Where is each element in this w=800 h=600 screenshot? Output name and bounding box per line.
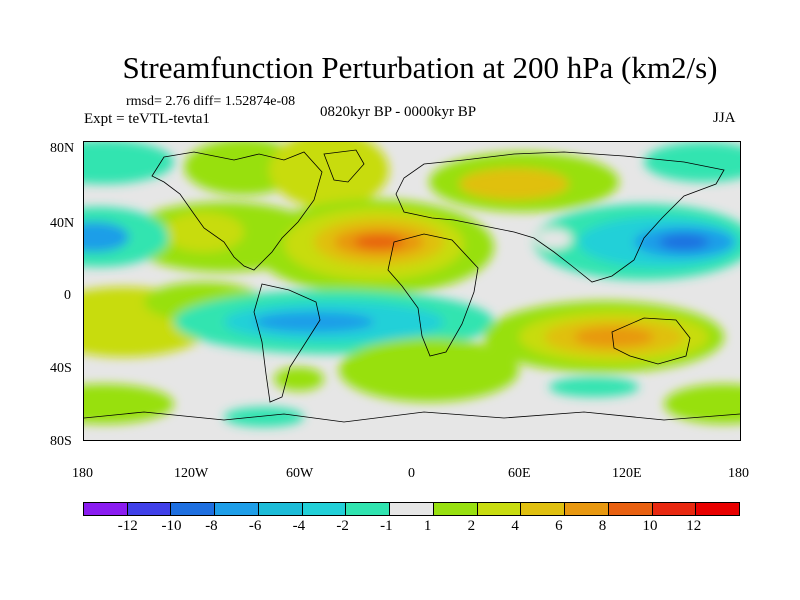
- contour-region: [274, 367, 324, 391]
- colorbar-box: [83, 502, 128, 516]
- colorbar-tick-label: 6: [555, 518, 563, 534]
- contour-region: [269, 142, 389, 208]
- colorbar-tick-label: 4: [511, 518, 519, 534]
- contour-region: [84, 384, 174, 424]
- colorbar-tick-label: 10: [642, 518, 658, 534]
- contour-field: [84, 142, 740, 427]
- contour-region: [84, 222, 129, 252]
- lat-label: 80S: [50, 434, 72, 449]
- colorbar-box: [564, 502, 609, 516]
- colorbar-tick-label: -4: [292, 518, 306, 534]
- colorbar-box: [301, 502, 347, 516]
- contour-region: [339, 338, 519, 402]
- plot-title: Streamfunction Perturbation at 200 hPa (…: [122, 50, 718, 85]
- colorbar-box: [389, 502, 434, 516]
- coastline-greenland: [323, 149, 365, 183]
- coastline-africa: [387, 233, 479, 357]
- contour-region: [164, 212, 244, 252]
- coastline-north-america: [151, 151, 323, 271]
- colorbar-tick-label: -6: [248, 518, 262, 534]
- colorbar-box: [170, 502, 216, 516]
- colorbar-box: [476, 502, 522, 516]
- coastlines: [84, 149, 740, 423]
- contour-region: [659, 234, 709, 250]
- lon-label: 120W: [174, 466, 209, 481]
- map-panel: [83, 141, 741, 441]
- contour-region: [549, 377, 639, 397]
- map-svg: [84, 142, 740, 427]
- colorbar-box: [345, 502, 391, 516]
- coastline-eurasia: [395, 151, 725, 283]
- contour-region: [84, 142, 174, 184]
- colorbar-box: [257, 502, 303, 516]
- contour-region: [664, 384, 740, 424]
- contour-region: [254, 312, 374, 332]
- colorbar-tick-label: -12: [117, 518, 138, 534]
- lon-label: 60E: [508, 466, 531, 481]
- lat-label: 80N: [50, 141, 75, 156]
- colorbar-tick-label: -10: [161, 518, 182, 534]
- contour-region: [354, 235, 404, 249]
- experiment-label: Expt = teVTL-tevta1: [84, 111, 210, 127]
- season-label: JJA: [713, 110, 736, 126]
- contour-region: [459, 168, 569, 200]
- colorbar-tick-label: 8: [598, 518, 607, 534]
- colorbar-tick-label: 1: [423, 518, 432, 534]
- colorbar-box: [695, 502, 741, 516]
- colorbar-box: [214, 502, 259, 516]
- coastline-australia: [611, 317, 691, 365]
- lon-label: 60W: [286, 466, 314, 481]
- colorbar-box: [432, 502, 478, 516]
- colorbar-box: [126, 502, 172, 516]
- lon-label: 180: [728, 466, 749, 481]
- stats-text: rmsd= 2.76 diff= 1.52874e-08: [126, 94, 296, 109]
- contour-region: [644, 142, 740, 182]
- colorbar-tick-label: -2: [336, 518, 349, 534]
- colorbar-tick-label: -8: [205, 518, 218, 534]
- colorbar: [83, 502, 741, 516]
- colorbar-box: [607, 502, 653, 516]
- lat-label: 40S: [50, 361, 72, 376]
- lat-label: 0: [64, 288, 71, 303]
- colorbar-tick-label: 2: [467, 518, 476, 534]
- contour-region: [574, 327, 654, 347]
- lon-label: 120E: [612, 466, 642, 481]
- lat-label: 40N: [50, 216, 75, 231]
- lon-label: 0: [408, 466, 415, 481]
- colorbar-tick-label: 12: [686, 518, 702, 534]
- colorbar-tick-label: -1: [380, 518, 393, 534]
- contour-region: [536, 229, 572, 249]
- coastline-antarctica: [84, 411, 740, 423]
- colorbar-box: [651, 502, 697, 516]
- contour-region: [224, 407, 304, 427]
- period-label: 0820kyr BP - 0000kyr BP: [320, 104, 477, 120]
- lon-label: 180: [72, 466, 93, 481]
- coastline-south-america: [253, 283, 321, 403]
- colorbar-box: [520, 502, 566, 516]
